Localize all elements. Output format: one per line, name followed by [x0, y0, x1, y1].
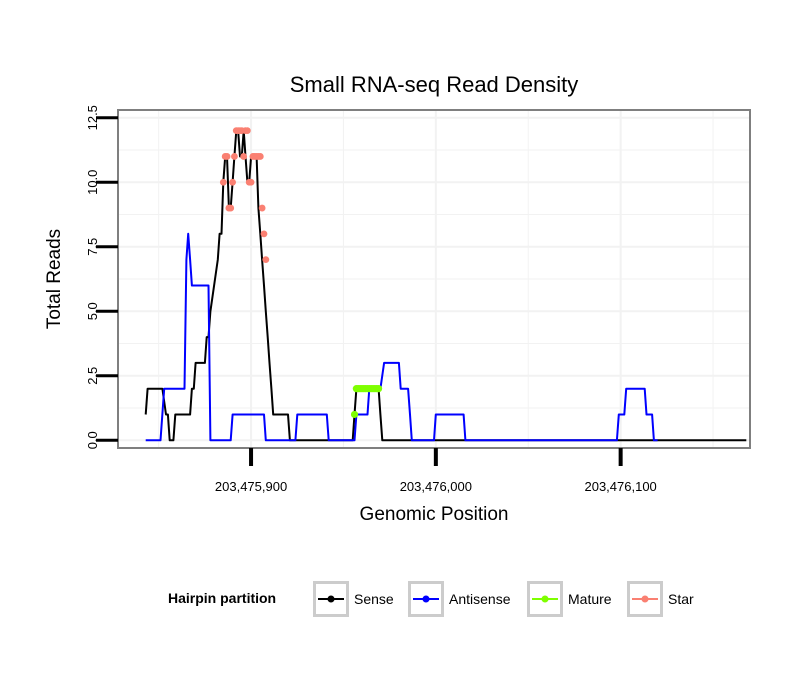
- y-tick-label: 7.5: [85, 238, 100, 256]
- star-point: [243, 127, 251, 135]
- star-point: [258, 204, 266, 212]
- y-tick-label: 10.0: [85, 170, 100, 195]
- y-axis-title: Total Reads: [44, 229, 65, 329]
- x-tick-label: 203,476,000: [400, 479, 472, 494]
- star-point: [256, 153, 264, 160]
- mature-point: [374, 385, 383, 393]
- x-tick-label: 203,475,900: [215, 479, 287, 494]
- star-point: [262, 256, 270, 264]
- chart-title: Small RNA-seq Read Density: [290, 72, 579, 97]
- legend-item-star: Star: [627, 581, 694, 617]
- star-point: [223, 153, 231, 160]
- legend-item-mature: Mature: [527, 581, 612, 617]
- series-mature: [350, 385, 383, 419]
- x-axis-title: Genomic Position: [360, 504, 509, 525]
- mature-point: [350, 410, 359, 419]
- legend-item-sense: Sense: [313, 581, 394, 617]
- plot-panel: [117, 109, 751, 449]
- legend-item-antisense: Antisense: [408, 581, 511, 617]
- legend-title: Hairpin partition: [168, 590, 276, 606]
- legend-label: Mature: [568, 591, 612, 607]
- y-tick-label: 5.0: [85, 302, 100, 320]
- star-point: [219, 178, 227, 186]
- star-point: [229, 178, 236, 186]
- legend-key-point: [541, 595, 549, 603]
- series-sense: [144, 129, 747, 442]
- legend-key-point: [422, 595, 430, 603]
- star-point: [231, 153, 238, 160]
- legend-label: Star: [668, 591, 694, 607]
- legend: Hairpin partition Sense Antisense Mature St…: [168, 581, 694, 617]
- y-tick-label: 2.5: [85, 367, 100, 385]
- x-tick-label: 203,476,100: [584, 479, 656, 494]
- sense-line: [144, 129, 747, 442]
- star-point: [240, 153, 248, 160]
- legend-label: Sense: [354, 591, 394, 607]
- grid-lines: [118, 110, 750, 448]
- legend-label: Antisense: [449, 591, 511, 607]
- y-tick-label: 0.0: [85, 431, 100, 449]
- star-point: [260, 230, 268, 238]
- legend-key-point: [327, 595, 335, 603]
- series-layer: [144, 127, 747, 442]
- axes: 0.0 2.5 5.0 7.5 10.0 12.5 203,475,900 203,476,0…: [85, 105, 657, 494]
- y-tick-label: 12.5: [85, 105, 100, 130]
- star-point: [247, 178, 255, 186]
- series-star: [219, 127, 270, 264]
- legend-key-point: [641, 595, 649, 603]
- star-point: [227, 204, 235, 212]
